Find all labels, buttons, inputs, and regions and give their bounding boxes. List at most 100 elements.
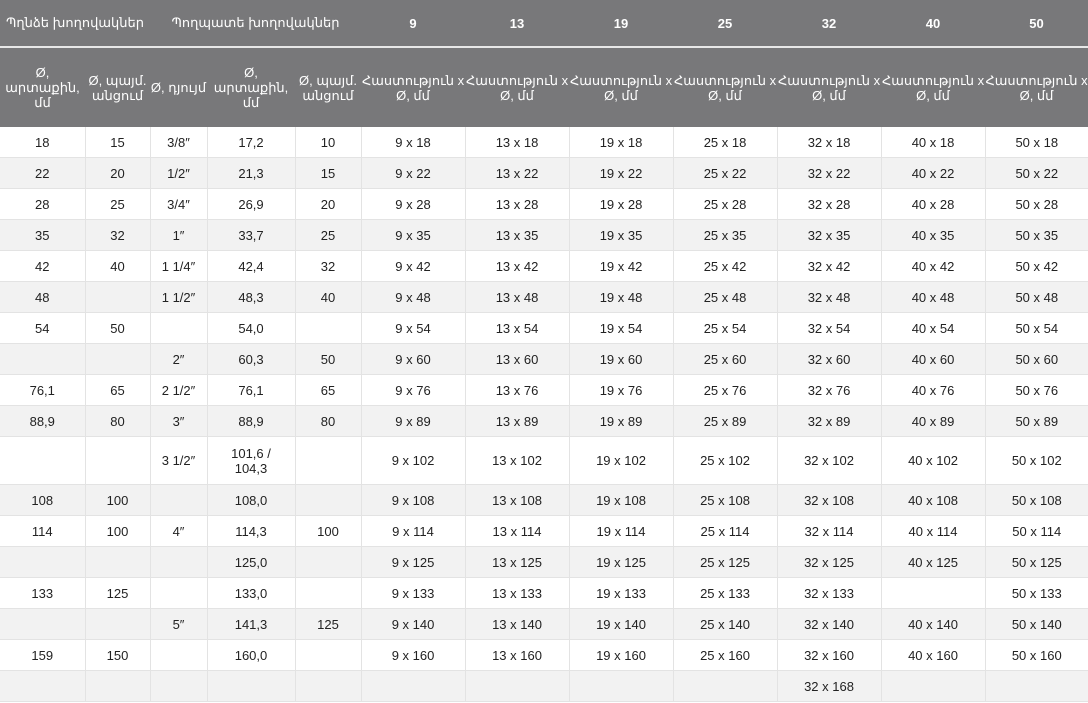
table-cell: 19 x 102 xyxy=(568,436,674,485)
table-cell xyxy=(84,608,151,640)
table-cell: 108,0 xyxy=(206,484,296,516)
table-cell: 9 x 28 xyxy=(360,188,466,220)
table-cell: 50 x 22 xyxy=(984,157,1088,189)
table-cell xyxy=(149,639,208,671)
table-cell: 9 x 102 xyxy=(360,436,466,485)
table-cell: 25 x 140 xyxy=(672,608,778,640)
table-cell: 9 x 48 xyxy=(360,281,466,313)
table-cell: 19 x 140 xyxy=(568,608,674,640)
table-cell: 50 x 133 xyxy=(984,577,1088,609)
table-cell: 25 x 42 xyxy=(672,250,778,282)
table-row: 32 x 168 xyxy=(0,670,1088,702)
column-header: Հաստություն x Ø, մմ xyxy=(985,47,1088,127)
table-row: 159 150 160,0 9 x 160 13 x 160 19 x 160 25 x 1… xyxy=(0,639,1088,671)
table-cell: 25 x 22 xyxy=(672,157,778,189)
table-cell: 32 x 168 xyxy=(776,670,882,702)
table-cell: 19 x 42 xyxy=(568,250,674,282)
table-cell: 32 x 102 xyxy=(776,436,882,485)
table-cell xyxy=(0,343,86,375)
table-row: 125,0 9 x 125 13 x 125 19 x 125 25 x 125 32 x… xyxy=(0,546,1088,578)
table-cell: 19 x 22 xyxy=(568,157,674,189)
table-cell: 50 xyxy=(294,343,362,375)
table-cell: 54,0 xyxy=(206,312,296,344)
table-cell: 13 x 125 xyxy=(464,546,570,578)
table-cell: 13 x 48 xyxy=(464,281,570,313)
table-cell: 2 1/2″ xyxy=(149,374,208,406)
table-cell: 19 x 160 xyxy=(568,639,674,671)
table-cell: 19 x 60 xyxy=(568,343,674,375)
table-cell: 17,2 xyxy=(206,127,296,158)
table-cell: 25 x 54 xyxy=(672,312,778,344)
table-cell: 25 xyxy=(84,188,151,220)
column-header: Հաստություն x Ø, մմ xyxy=(777,47,882,127)
table-cell xyxy=(0,608,86,640)
table-cell: 133 xyxy=(0,577,86,609)
table-row: 42 40 1 1/4″ 42,4 32 9 x 42 13 x 42 19 x 42 25 x… xyxy=(0,250,1088,282)
table-cell xyxy=(84,343,151,375)
table-cell: 9 x 133 xyxy=(360,577,466,609)
table-row: 5″ 141,3 125 9 x 140 13 x 140 19 x 140 25 x 14… xyxy=(0,608,1088,640)
table-cell: 9 x 60 xyxy=(360,343,466,375)
table-cell xyxy=(0,436,86,485)
table-row: 28 25 3/4″ 26,9 20 9 x 28 13 x 28 19 x 28 25 x 2… xyxy=(0,188,1088,220)
size-header: 13 xyxy=(465,0,570,48)
table-cell: 9 x 160 xyxy=(360,639,466,671)
table-cell: 19 x 114 xyxy=(568,515,674,547)
table-cell: 50 x 60 xyxy=(984,343,1088,375)
table-cell: 25 x 108 xyxy=(672,484,778,516)
column-header: Հաստություն x Ø, մմ xyxy=(465,47,570,127)
table-row: 18 15 3/8″ 17,2 10 9 x 18 13 x 18 19 x 18 25 x 1… xyxy=(0,127,1088,158)
table-cell: 25 xyxy=(294,219,362,251)
table-cell: 50 x 114 xyxy=(984,515,1088,547)
table-cell: 19 x 48 xyxy=(568,281,674,313)
table-cell: 9 x 42 xyxy=(360,250,466,282)
table-cell: 19 x 133 xyxy=(568,577,674,609)
table-cell: 26,9 xyxy=(206,188,296,220)
table-cell: 32 x 48 xyxy=(776,281,882,313)
header-row-groups: Պղնձե խողովակներ Պողպատե խողովակներ 9 13… xyxy=(0,0,1088,48)
table-cell: 25 x 76 xyxy=(672,374,778,406)
table-cell: 100 xyxy=(84,515,151,547)
table-cell: 13 x 28 xyxy=(464,188,570,220)
table-cell: 19 x 28 xyxy=(568,188,674,220)
table-cell: 10 xyxy=(294,127,362,158)
table-cell: 35 xyxy=(0,219,86,251)
table-row: 35 32 1″ 33,7 25 9 x 35 13 x 35 19 x 35 25 x 35 3… xyxy=(0,219,1088,251)
table-cell: 15 xyxy=(84,127,151,158)
table-cell: 3/8″ xyxy=(149,127,208,158)
table-cell: 9 x 89 xyxy=(360,405,466,437)
column-header: Ø, պայմ. անցում xyxy=(295,47,362,127)
table-cell: 19 x 18 xyxy=(568,127,674,158)
table-cell: 13 x 22 xyxy=(464,157,570,189)
table-cell: 19 x 35 xyxy=(568,219,674,251)
table-cell: 100 xyxy=(294,515,362,547)
table-cell: 32 x 140 xyxy=(776,608,882,640)
table-cell: 50 x 140 xyxy=(984,608,1088,640)
table-cell: 9 x 108 xyxy=(360,484,466,516)
table-cell: 50 x 48 xyxy=(984,281,1088,313)
table-row: 88,9 80 3″ 88,9 80 9 x 89 13 x 89 19 x 89 25 x 8… xyxy=(0,405,1088,437)
table-cell: 4″ xyxy=(149,515,208,547)
size-header: 25 xyxy=(673,0,778,48)
table-cell: 32 x 125 xyxy=(776,546,882,578)
table-cell: 50 x 35 xyxy=(984,219,1088,251)
table-row: 108 100 108,0 9 x 108 13 x 108 19 x 108 25 x 1… xyxy=(0,484,1088,516)
table-cell xyxy=(149,546,208,578)
table-cell: 9 x 22 xyxy=(360,157,466,189)
column-header: Ø, արտաքին, մմ xyxy=(0,47,85,127)
table-cell: 125 xyxy=(294,608,362,640)
table-cell: 125 xyxy=(84,577,151,609)
table-cell: 32 x 54 xyxy=(776,312,882,344)
table-cell: 32 xyxy=(294,250,362,282)
table-cell: 9 x 76 xyxy=(360,374,466,406)
table-cell: 13 x 76 xyxy=(464,374,570,406)
table-cell: 88,9 xyxy=(0,405,86,437)
table-row: 133 125 133,0 9 x 133 13 x 133 19 x 133 25 x 1… xyxy=(0,577,1088,609)
steel-pipes-header: Պողպատե խողովակներ xyxy=(150,0,362,48)
table-cell: 40 x 140 xyxy=(880,608,986,640)
table-cell: 40 x 89 xyxy=(880,405,986,437)
table-cell xyxy=(149,484,208,516)
table-cell: 32 xyxy=(84,219,151,251)
table-cell: 3/4″ xyxy=(149,188,208,220)
